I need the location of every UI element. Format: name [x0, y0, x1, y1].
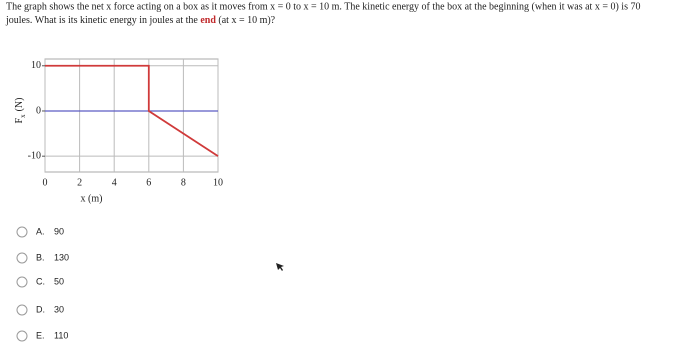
- x-tick-label: 8: [181, 177, 186, 188]
- x-tick-label: 4: [112, 177, 117, 188]
- question-emphasis: end: [200, 15, 216, 26]
- radio-button[interactable]: [16, 252, 28, 264]
- option[interactable]: C. 50: [16, 276, 64, 288]
- y-label-subscript: x: [19, 114, 27, 118]
- data-line: [45, 64, 219, 157]
- option-letter[interactable]: A.: [36, 226, 45, 236]
- option-value[interactable]: 110: [54, 330, 68, 340]
- option-letter[interactable]: E.: [36, 330, 45, 340]
- radio-button[interactable]: [16, 226, 28, 238]
- y-label-symbol: F: [14, 117, 25, 123]
- y-axis-label: Fx (N): [14, 98, 26, 124]
- plot-frame: [44, 58, 219, 173]
- y-tick-label: 10: [31, 60, 41, 71]
- option[interactable]: E. 110: [16, 330, 68, 342]
- question-text: (at x = 10 m)?: [218, 15, 275, 26]
- radio-button[interactable]: [16, 304, 28, 316]
- x-tick-label: 10: [213, 177, 223, 188]
- option-value[interactable]: 50: [54, 276, 64, 286]
- option[interactable]: A. 90: [16, 226, 64, 238]
- option-value[interactable]: 130: [54, 252, 69, 262]
- question-line-1: The graph shows the net x force acting o…: [6, 1, 640, 12]
- y-tick-label: 0: [36, 105, 41, 116]
- option[interactable]: B. 130: [16, 252, 69, 264]
- chart: 0 2 4 6 8 10 10 0 -10 x (m) Fx (N): [14, 58, 223, 204]
- options: A. 90 B. 130 C. 50 D. 30 E. 110: [16, 226, 69, 342]
- question-line-2: joules. What is its kinetic energy in jo…: [5, 15, 276, 26]
- x-tick-label: 0: [43, 177, 48, 188]
- x-tick-label: 6: [146, 177, 151, 188]
- cursor: [276, 263, 284, 271]
- option-letter[interactable]: D.: [36, 304, 45, 314]
- radio-button[interactable]: [16, 330, 28, 342]
- option-letter[interactable]: B.: [36, 252, 45, 262]
- option[interactable]: D. 30: [16, 304, 64, 316]
- option-value[interactable]: 90: [54, 226, 64, 236]
- option-value[interactable]: 30: [54, 304, 64, 314]
- option-letter[interactable]: C.: [36, 276, 45, 286]
- x-axis-label: x (m): [81, 193, 103, 204]
- y-tick-label: -10: [28, 150, 41, 161]
- x-tick-label: 2: [77, 177, 82, 188]
- y-label-unit: (N): [14, 98, 25, 112]
- question-text: joules. What is its kinetic energy in jo…: [5, 15, 198, 26]
- radio-button[interactable]: [16, 276, 28, 288]
